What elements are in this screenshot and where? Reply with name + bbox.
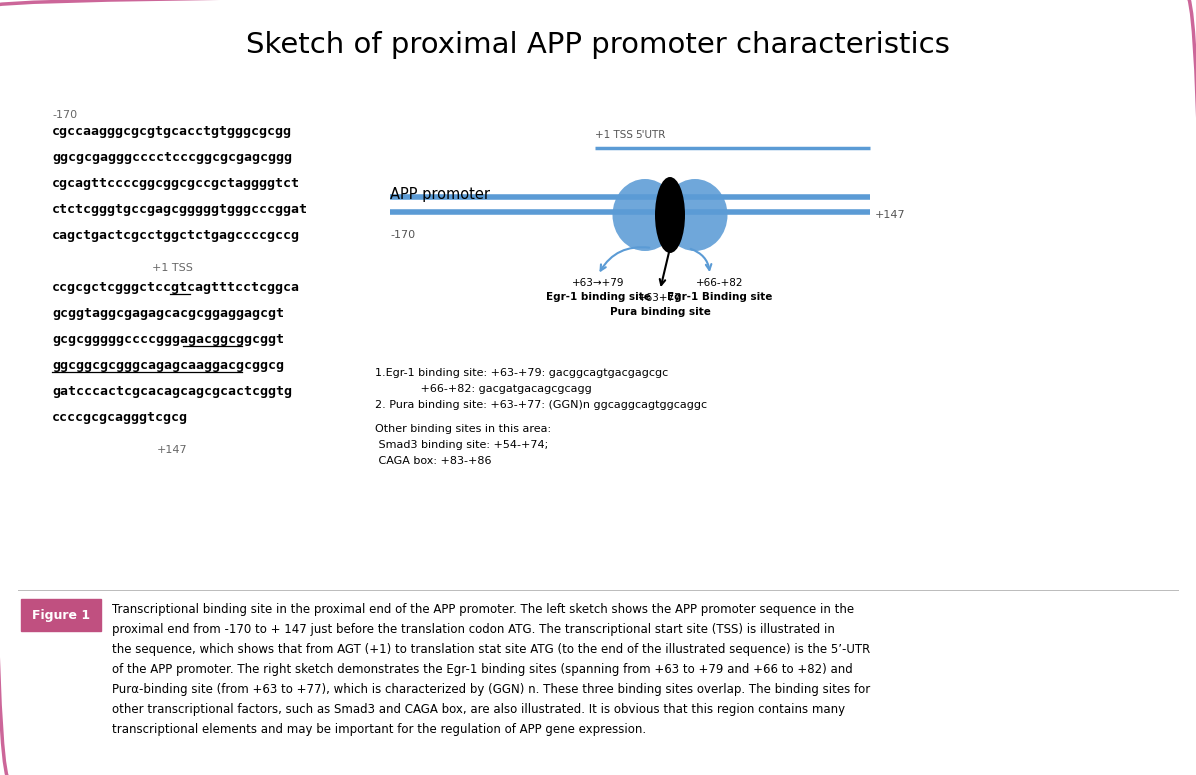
Text: ctctcgggtgccgagcgggggtgggcccggat: ctctcgggtgccgagcgggggtgggcccggat (51, 203, 309, 216)
Text: gcggtaggcgagagcacgcggaggagcgt: gcggtaggcgagagcacgcggaggagcgt (51, 307, 283, 320)
Text: ggcgcgagggcccctcccggcgcgagcggg: ggcgcgagggcccctcccggcgcgagcggg (51, 151, 292, 164)
Text: of the APP promoter. The right sketch demonstrates the Egr-1 binding sites (span: of the APP promoter. The right sketch de… (112, 663, 853, 676)
Text: proximal end from -170 to + 147 just before the translation codon ATG. The trans: proximal end from -170 to + 147 just bef… (112, 623, 835, 636)
Text: the sequence, which shows that from AGT (+1) to translation stat site ATG (to th: the sequence, which shows that from AGT … (112, 643, 871, 656)
Text: cgccaagggcgcgtgcacctgtgggcgcgg: cgccaagggcgcgtgcacctgtgggcgcgg (51, 125, 292, 138)
Text: gatcccactcgcacagcagcgcactcggtg: gatcccactcgcacagcagcgcactcggtg (51, 385, 292, 398)
Text: Transcriptional binding site in the proximal end of the APP promoter. The left s: Transcriptional binding site in the prox… (112, 603, 854, 616)
Text: ggcggcgcgggcagagcaaggacgcggcg: ggcggcgcgggcagagcaaggacgcggcg (51, 359, 283, 372)
Text: Smad3 binding site: +54-+74;: Smad3 binding site: +54-+74; (376, 440, 548, 450)
Text: gcgcgggggccccgggagacggcggcggt: gcgcgggggccccgggagacggcggcggt (51, 333, 283, 346)
Text: +66-+82: gacgatgacagcgcagg: +66-+82: gacgatgacagcgcagg (376, 384, 592, 394)
Text: CAGA box: +83-+86: CAGA box: +83-+86 (376, 456, 492, 466)
Text: Egr-1 Binding site: Egr-1 Binding site (667, 292, 773, 302)
Text: Pura binding site: Pura binding site (610, 307, 710, 317)
Text: +63+77: +63+77 (639, 293, 682, 303)
Text: Other binding sites in this area:: Other binding sites in this area: (376, 424, 551, 434)
Text: 1.Egr-1 binding site: +63-+79: gacggcagtgacgagcgc: 1.Egr-1 binding site: +63-+79: gacggcagt… (376, 368, 669, 378)
Text: Purα-binding site (from +63 to +77), which is characterized by (GGN) n. These th: Purα-binding site (from +63 to +77), whi… (112, 683, 871, 696)
Text: 5'UTR: 5'UTR (635, 130, 665, 140)
Text: +1 TSS: +1 TSS (152, 263, 193, 273)
Ellipse shape (612, 179, 677, 251)
Text: +1 TSS: +1 TSS (594, 130, 633, 140)
Text: cagctgactcgcctggctctgagccccgccg: cagctgactcgcctggctctgagccccgccg (51, 229, 300, 242)
Text: Egr-1 binding site: Egr-1 binding site (545, 292, 651, 302)
Text: Sketch of proximal APP promoter characteristics: Sketch of proximal APP promoter characte… (246, 31, 950, 59)
Text: +66-+82: +66-+82 (696, 278, 744, 288)
Ellipse shape (663, 179, 727, 251)
FancyBboxPatch shape (22, 599, 100, 631)
Text: +63→+79: +63→+79 (572, 278, 624, 288)
Text: transcriptional elements and may be important for the regulation of APP gene exp: transcriptional elements and may be impo… (112, 723, 646, 736)
Text: cgcagttccccggcggcgccgctaggggtct: cgcagttccccggcggcgccgctaggggtct (51, 177, 300, 190)
Text: ccccgcgcagggtcgcg: ccccgcgcagggtcgcg (51, 411, 188, 424)
Text: +147: +147 (157, 445, 188, 455)
Text: APP promoter: APP promoter (390, 188, 490, 202)
Text: other transcriptional factors, such as Smad3 and CAGA box, are also illustrated.: other transcriptional factors, such as S… (112, 703, 846, 716)
Text: 2. Pura binding site: +63-+77: (GGN)n ggcaggcagtggcaggc: 2. Pura binding site: +63-+77: (GGN)n gg… (376, 400, 707, 410)
Text: Figure 1: Figure 1 (32, 608, 90, 622)
Text: +147: +147 (875, 210, 905, 220)
Text: ccgcgctcgggctccgtcagtttcctcggca: ccgcgctcgggctccgtcagtttcctcggca (51, 281, 300, 294)
Ellipse shape (655, 177, 685, 253)
Text: -170: -170 (390, 230, 415, 240)
Text: -170: -170 (51, 110, 77, 120)
